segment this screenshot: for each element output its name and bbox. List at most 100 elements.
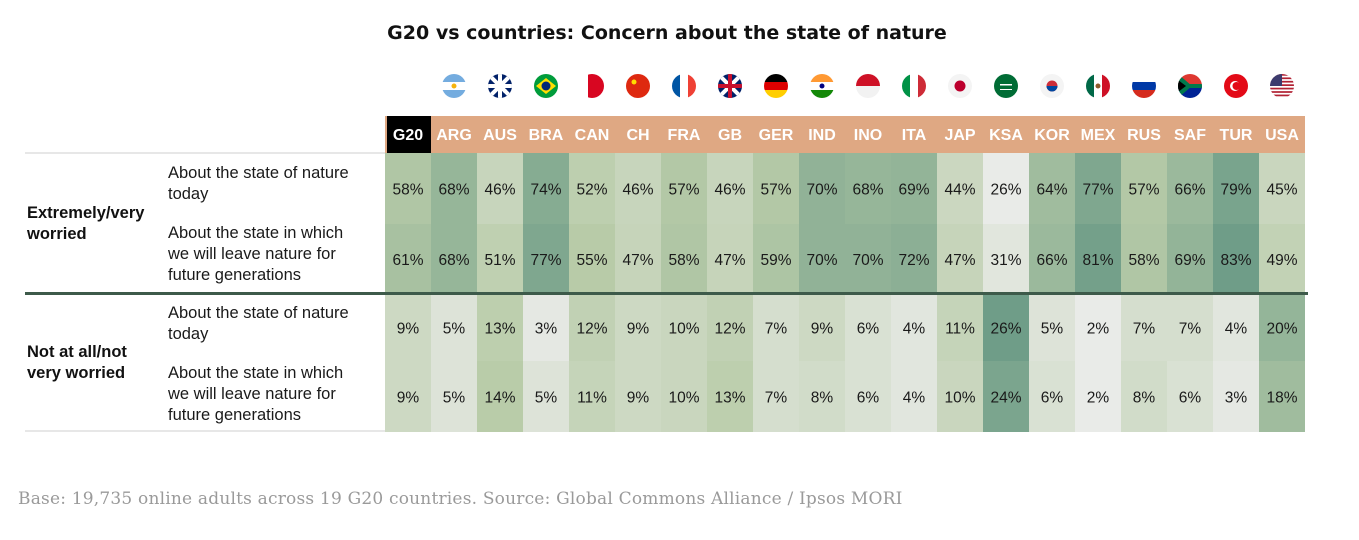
cell-value: 26%	[990, 321, 1021, 338]
cell-value: 68%	[438, 182, 469, 199]
cell-value: 68%	[852, 182, 883, 199]
cell-mex-row4	[1075, 361, 1121, 432]
cell-tur-row4	[1213, 361, 1259, 432]
column-header-kor: KOR	[1034, 127, 1070, 144]
cell-value: 70%	[852, 252, 883, 269]
cell-value: 12%	[714, 321, 745, 338]
cell-ksa-row3	[983, 294, 1029, 361]
cell-value: 7%	[765, 390, 788, 407]
flag-china-icon	[626, 74, 650, 98]
cell-value: 4%	[903, 321, 926, 338]
column-header-can: CAN	[575, 127, 610, 144]
flag-australia-icon	[488, 74, 512, 98]
cell-value: 11%	[577, 390, 607, 407]
cell-arg-row1	[431, 153, 477, 224]
cell-value: 70%	[806, 182, 837, 199]
cell-value: 55%	[576, 252, 607, 269]
cell-value: 68%	[438, 252, 469, 269]
flag-turkey-icon	[1224, 74, 1248, 98]
cell-value: 7%	[1179, 321, 1202, 338]
flag-japan-icon	[948, 74, 972, 98]
cell-ger-row3	[753, 294, 799, 361]
cell-ksa-row4	[983, 361, 1029, 432]
cell-value: 10%	[944, 390, 975, 407]
cell-value: 10%	[668, 390, 699, 407]
column-header-ksa: KSA	[989, 127, 1023, 144]
cell-value: 3%	[1225, 390, 1248, 407]
cell-value: 8%	[1133, 390, 1156, 407]
flag-argentina-icon	[442, 74, 466, 98]
chart-title: G20 vs countries: Concern about the stat…	[387, 22, 947, 44]
cell-saf-row1	[1167, 153, 1213, 224]
cell-value: 46%	[622, 182, 653, 199]
cell-value: 4%	[1225, 321, 1248, 338]
cell-usa-row4	[1259, 361, 1305, 432]
flag-canada-icon	[580, 74, 604, 98]
cell-saf-row2	[1167, 224, 1213, 294]
cell-saf-row3	[1167, 294, 1213, 361]
cell-g20-row4	[385, 361, 431, 432]
cell-value: 74%	[530, 182, 561, 199]
column-header-tur: TUR	[1220, 127, 1253, 144]
cell-rus-row2	[1121, 224, 1167, 294]
cell-value: 49%	[1266, 252, 1297, 269]
column-header-jap: JAP	[944, 127, 975, 144]
cell-value: 58%	[668, 252, 699, 269]
cell-fra-row4	[661, 361, 707, 432]
cell-value: 46%	[484, 182, 515, 199]
cell-ger-row2	[753, 224, 799, 294]
cell-value: 69%	[1174, 252, 1205, 269]
cell-ch-row2	[615, 224, 661, 294]
cell-value: 6%	[1179, 390, 1202, 407]
cell-value: 14%	[484, 390, 515, 407]
cell-value: 72%	[898, 252, 929, 269]
flag-india-icon	[810, 74, 834, 98]
cell-value: 8%	[811, 390, 834, 407]
cell-value: 66%	[1036, 252, 1067, 269]
cell-ksa-row2	[983, 224, 1029, 294]
cell-value: 6%	[1041, 390, 1064, 407]
cell-value: 83%	[1220, 252, 1251, 269]
cell-value: 3%	[535, 321, 558, 338]
cell-rus-row1	[1121, 153, 1167, 224]
flag-south-korea-icon	[1040, 74, 1064, 98]
cell-g20-row2	[385, 224, 431, 294]
cell-gb-row4	[707, 361, 753, 432]
cell-value: 70%	[806, 252, 837, 269]
cell-ind-row2	[799, 224, 845, 294]
footnote: Base: 19,735 online adults across 19 G20…	[18, 489, 903, 509]
cell-value: 57%	[668, 182, 699, 199]
cell-ino-row4	[845, 361, 891, 432]
cell-value: 9%	[397, 390, 420, 407]
cell-fra-row1	[661, 153, 707, 224]
cell-tur-row1	[1213, 153, 1259, 224]
header-bar	[385, 116, 1305, 153]
cell-fra-row2	[661, 224, 707, 294]
cell-ino-row2	[845, 224, 891, 294]
cell-ch-row4	[615, 361, 661, 432]
cell-value: 10%	[668, 321, 699, 338]
cell-ger-row4	[753, 361, 799, 432]
cell-rus-row4	[1121, 361, 1167, 432]
flag-uk-icon	[718, 74, 742, 98]
cell-value: 18%	[1266, 390, 1297, 407]
column-header-usa: USA	[1265, 127, 1299, 144]
cell-saf-row4	[1167, 361, 1213, 432]
cell-value: 9%	[811, 321, 834, 338]
cell-bra-row2	[523, 224, 569, 294]
cell-value: 6%	[857, 321, 880, 338]
column-header-aus: AUS	[483, 127, 517, 144]
cell-can-row1	[569, 153, 615, 224]
column-header-saf: SAF	[1174, 127, 1206, 144]
cell-value: 2%	[1087, 321, 1110, 338]
cell-value: 61%	[392, 252, 423, 269]
cell-value: 5%	[1041, 321, 1064, 338]
cell-aus-row1	[477, 153, 523, 224]
column-header-ch: CH	[626, 127, 649, 144]
cell-value: 11%	[945, 321, 975, 338]
cell-value: 5%	[443, 390, 466, 407]
cell-value: 12%	[576, 321, 607, 338]
cell-ita-row2	[891, 224, 937, 294]
cell-value: 58%	[1128, 252, 1159, 269]
